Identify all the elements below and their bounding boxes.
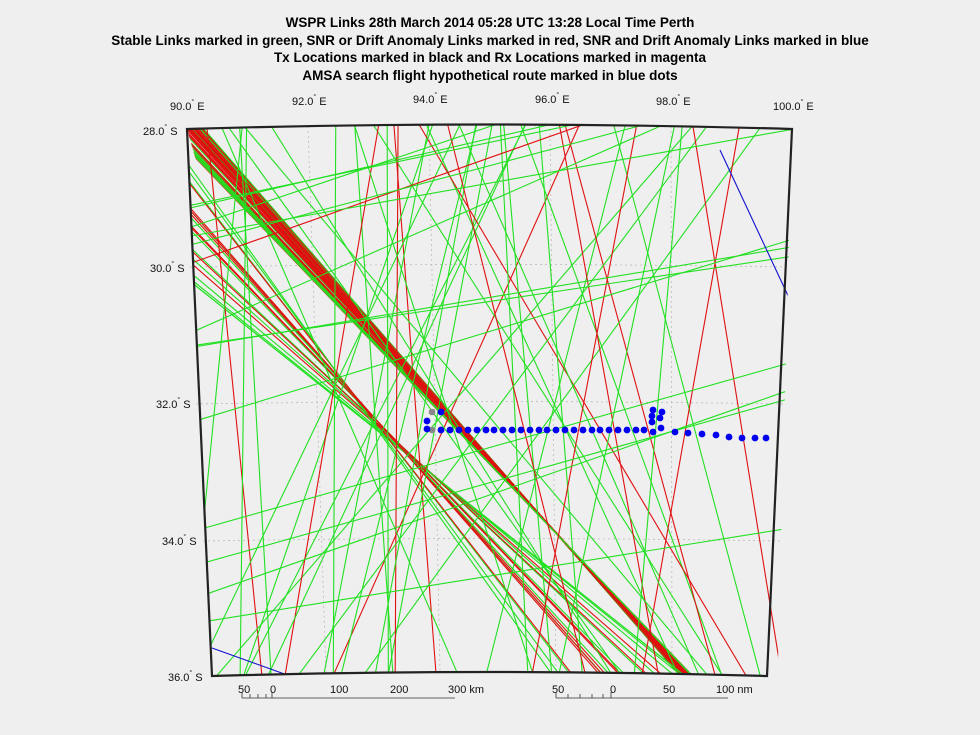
scale-km-label: 50 <box>238 684 251 696</box>
lat-label: 32.0° S <box>156 397 191 411</box>
scale-km-label: 0 <box>270 684 277 696</box>
lat-label: 34.0° S <box>162 534 197 548</box>
title-line-2: Stable Links marked in green, SNR or Dri… <box>111 32 869 48</box>
lon-label: 90.0° E <box>170 99 205 113</box>
lat-label: 36.0° S <box>168 670 203 684</box>
route-dots <box>423 406 770 442</box>
lon-label: 92.0° E <box>292 94 327 108</box>
scale-bar-nm <box>555 692 728 699</box>
chart-titles: WSPR Links 28th March 2014 05:28 UTC 13:… <box>0 14 980 84</box>
links-layer <box>187 124 792 676</box>
graticule <box>189 123 788 675</box>
lon-label: 96.0° E <box>535 92 570 106</box>
lon-label: 100.0° E <box>773 99 814 113</box>
lon-label: 98.0° E <box>656 94 691 108</box>
scale-bar-km <box>241 692 455 699</box>
lat-label: 28.0° S <box>143 124 178 138</box>
map-frame <box>185 123 794 678</box>
title-line-3: Tx Locations marked in black and Rx Loca… <box>273 50 707 65</box>
lat-label: 30.0° S <box>150 261 185 275</box>
lon-label: 94.0° E <box>413 92 448 106</box>
title-line-4: AMSA search flight hypothetical route ma… <box>302 67 678 83</box>
scale-nm-label: 50 <box>552 684 565 696</box>
scale-nm-label: 100 nm <box>716 684 753 696</box>
title-line-1: WSPR Links 28th March 2014 05:28 UTC 13:… <box>285 15 695 30</box>
scale-km-label: 300 km <box>448 684 485 696</box>
scale-nm-label: 0 <box>610 684 617 696</box>
scale-km-label: 200 <box>390 684 409 696</box>
scale-nm-label: 50 <box>663 684 676 696</box>
scale-km-label: 100 <box>330 684 349 696</box>
